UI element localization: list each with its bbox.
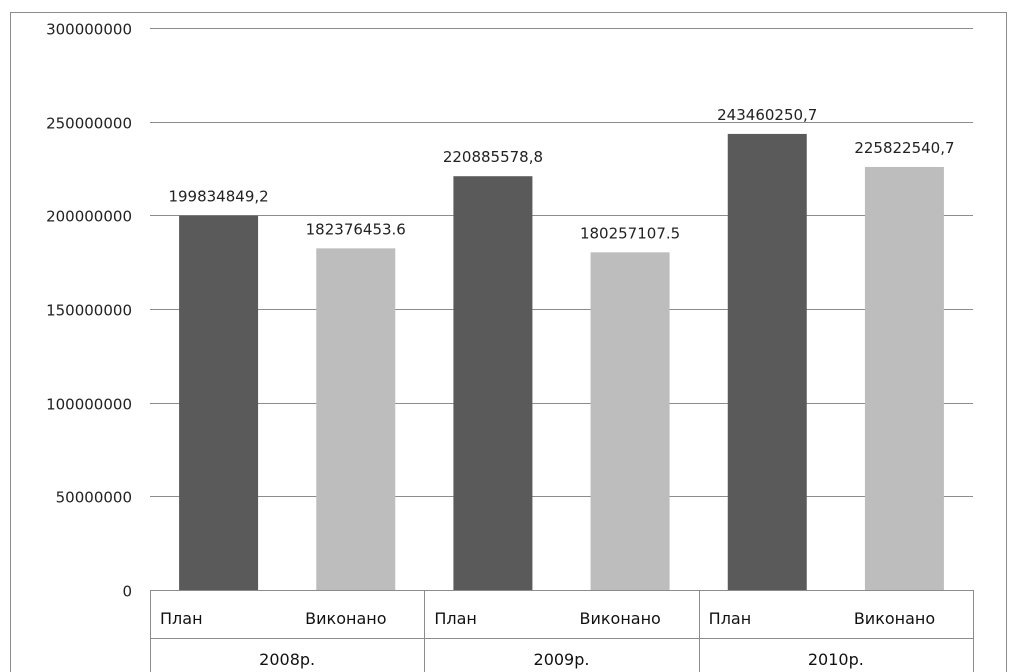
y-tick-label: 150000000 xyxy=(46,302,132,320)
data-label: 180257107.5 xyxy=(580,224,680,242)
gridlines xyxy=(150,28,973,497)
y-tick-label: 300000000 xyxy=(46,21,132,39)
bar-done xyxy=(590,252,670,590)
y-tick-label: 50000000 xyxy=(56,489,132,507)
data-label: 220885578,8 xyxy=(443,148,543,166)
y-tick-label: 100000000 xyxy=(46,396,132,414)
data-label: 199834849,2 xyxy=(168,188,268,206)
x-category-label: План xyxy=(709,609,752,628)
x-category-label: План xyxy=(434,609,477,628)
x-group-label: 2010р. xyxy=(808,650,864,669)
x-group-label: 2009р. xyxy=(534,650,590,669)
x-category-label: План xyxy=(160,609,203,628)
data-label: 182376453.6 xyxy=(306,220,406,238)
x-category-label: Виконано xyxy=(305,609,386,628)
data-label: 225822540,7 xyxy=(854,139,954,157)
y-tick-label: 250000000 xyxy=(46,115,132,133)
bar-plan xyxy=(727,133,807,591)
x-group-label: 2008р. xyxy=(259,650,315,669)
data-label: 243460250,7 xyxy=(717,106,817,124)
y-tick-label: 0 xyxy=(122,583,132,601)
y-axis-tick-labels: 300000000 250000000 200000000 150000000 1000… xyxy=(46,21,132,601)
x-axis: План Виконано 2008р. План Виконано 2009р. План… xyxy=(150,590,974,672)
bar-done xyxy=(864,166,944,590)
bar-plan xyxy=(179,215,259,591)
bar-done xyxy=(316,248,396,590)
x-category-label: Виконано xyxy=(580,609,661,628)
bars xyxy=(179,133,944,591)
x-category-label: Виконано xyxy=(854,609,935,628)
bar-plan xyxy=(453,176,533,590)
data-labels: 199834849,2 182376453.6 220885578,8 1802571… xyxy=(168,106,954,242)
y-tick-label: 200000000 xyxy=(46,208,132,226)
